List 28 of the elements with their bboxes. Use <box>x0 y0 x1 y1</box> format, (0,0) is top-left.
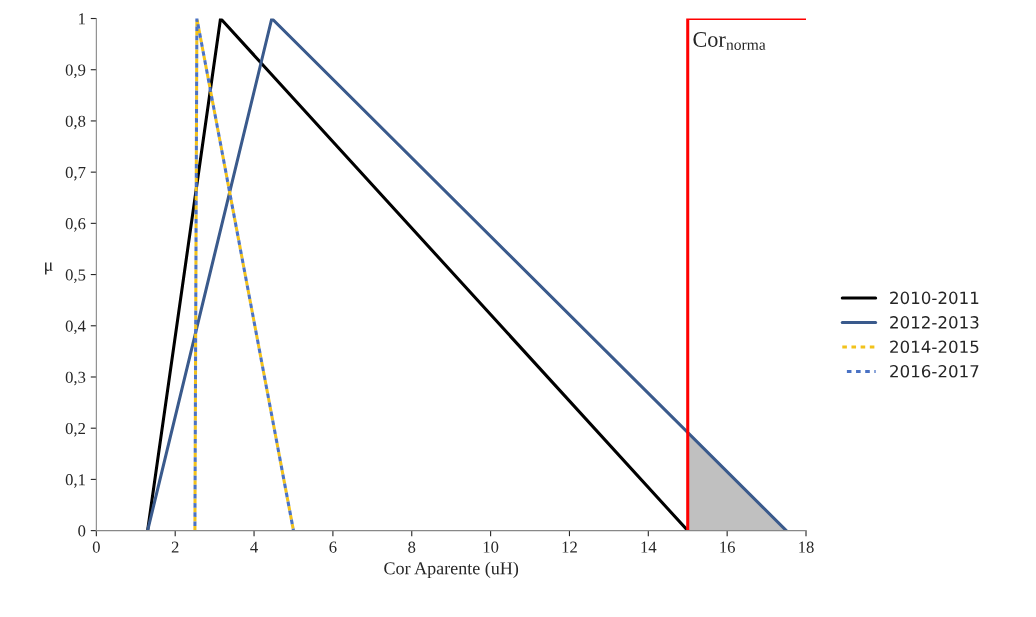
annotation: Cor$_{norma}$ <box>693 32 766 50</box>
y-tick-label: 0,7 <box>65 166 86 181</box>
y-tick-label: 0,8 <box>65 115 86 130</box>
x-tick-label: 18 <box>799 541 814 553</box>
y-tick-label: 0,6 <box>65 218 86 232</box>
x-tick-label: 14 <box>641 541 657 553</box>
y-tick-label: 0,9 <box>65 64 86 79</box>
y-tick-label: 1 <box>79 13 85 25</box>
legend-label: 2012-2013 <box>890 316 979 329</box>
x-tick-label: 2 <box>171 541 179 553</box>
legend-label: 2016-2017 <box>890 364 979 378</box>
legend-label: 2010-2011 <box>890 291 979 305</box>
x-tick-label: 6 <box>329 541 337 553</box>
x-tick-label: 8 <box>408 541 416 553</box>
y-tick-label: 0,2 <box>65 422 86 437</box>
x-tick-label: 16 <box>720 541 735 553</box>
x-tick-label: 12 <box>562 541 577 553</box>
x-tick-label: 10 <box>483 541 499 553</box>
x-axis-title: Cor Aparente (uH) <box>384 561 519 579</box>
legend-label: 2014-2015 <box>890 340 979 354</box>
y-tick-label: 0,3 <box>65 371 86 386</box>
y-axis-title: μ <box>45 262 53 275</box>
y-tick-label: 0,5 <box>65 269 86 283</box>
x-tick-label: 0 <box>92 541 100 553</box>
y-tick-label: 0,1 <box>65 474 85 488</box>
y-tick-label: 0,4 <box>65 320 86 335</box>
x-tick-label: 4 <box>250 541 258 553</box>
y-tick-label: 0 <box>78 525 86 537</box>
